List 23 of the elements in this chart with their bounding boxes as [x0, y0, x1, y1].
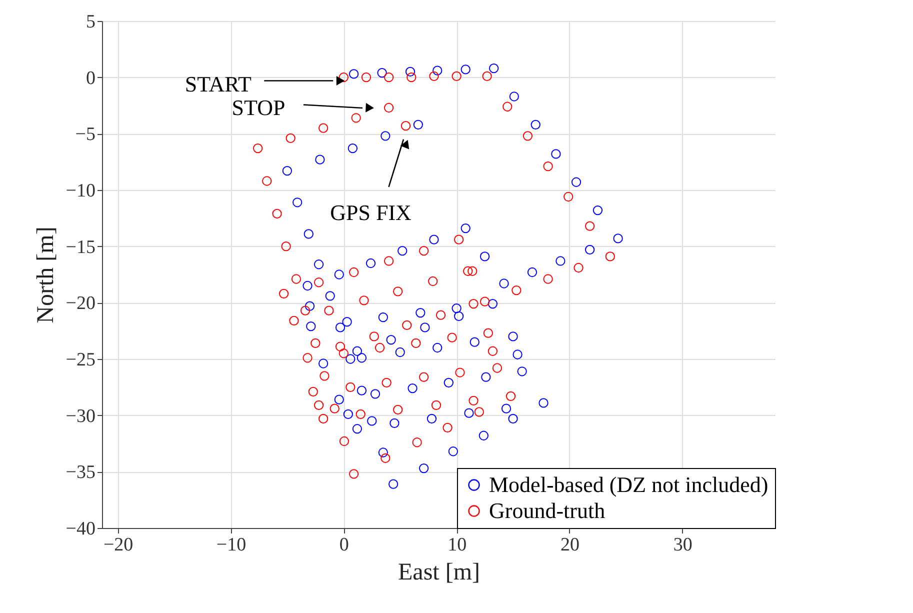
y-tick-label: −40: [66, 518, 96, 540]
x-tick-label: −20: [103, 534, 134, 556]
x-tick-label: 0: [339, 534, 349, 556]
annotation: GPS FIX: [330, 200, 412, 225]
x-tick-label: −10: [216, 534, 246, 556]
y-tick-label: −10: [66, 180, 96, 202]
y-tick-label: 0: [86, 68, 96, 89]
annotation: STOP: [232, 94, 286, 120]
y-tick-label: −25: [66, 350, 96, 370]
y-tick-label: −15: [66, 236, 96, 258]
x-axis-title: East [m]: [398, 560, 480, 586]
annotation: START: [184, 72, 252, 97]
y-tick-label: −20: [66, 293, 96, 314]
x-tick-label: 30: [673, 534, 692, 556]
y-tick-label: −35: [66, 462, 96, 484]
x-tick-label: 10: [448, 534, 467, 556]
y-tick-label: −30: [66, 406, 96, 427]
y-axis-title: North [m]: [32, 226, 59, 324]
legend-label: Model-based (DZ not included): [489, 472, 768, 497]
y-tick-label: −5: [75, 124, 96, 146]
legend-label: Ground-truth: [489, 498, 606, 523]
x-tick-label: 20: [560, 534, 580, 556]
y-tick-label: 5: [86, 12, 96, 32]
